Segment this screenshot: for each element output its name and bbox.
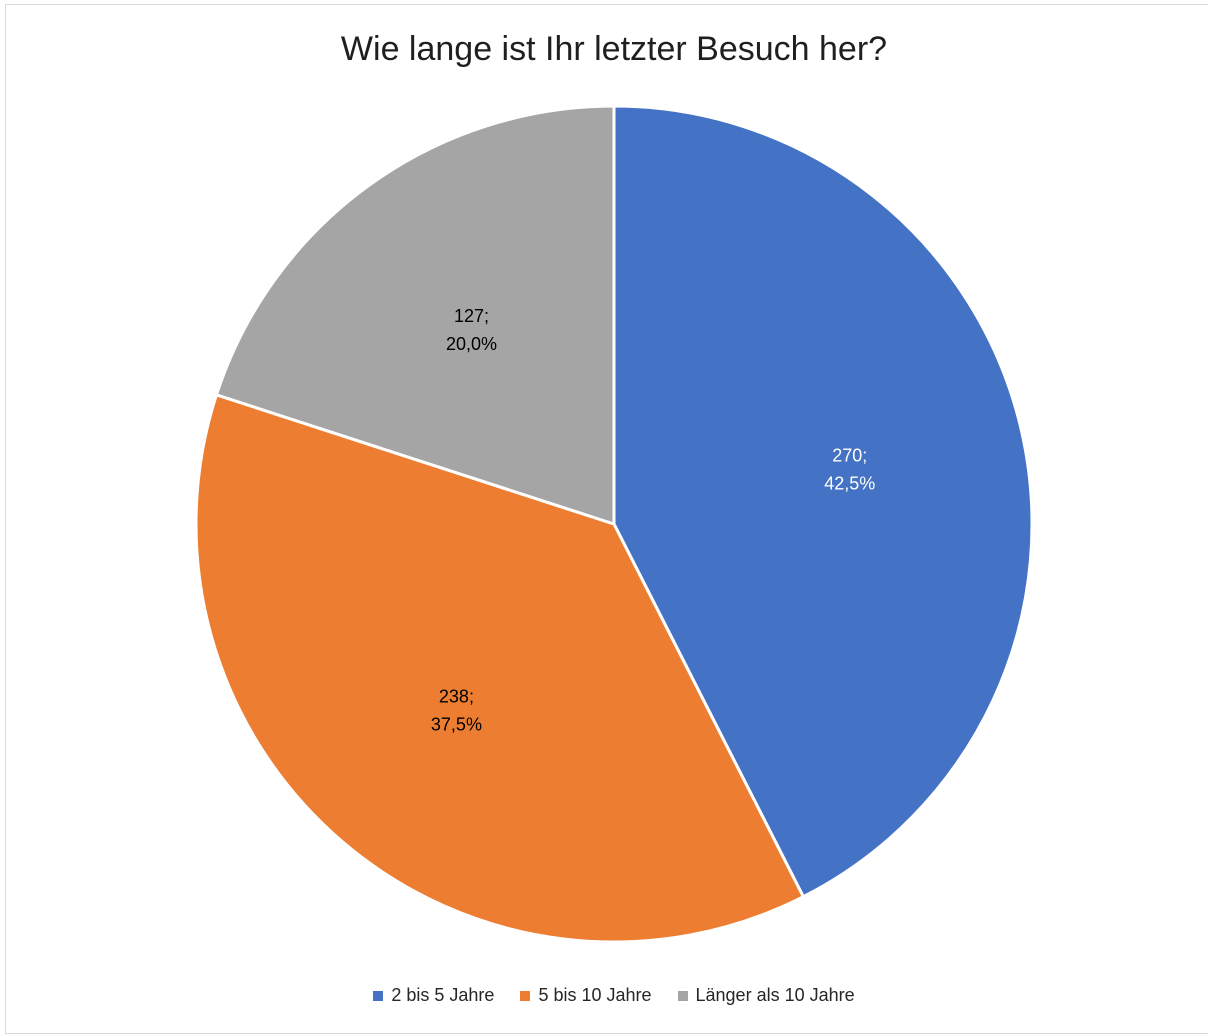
legend-label-2: 5 bis 10 Jahre [538, 985, 652, 1005]
pie-slice-2 [194, 392, 806, 944]
legend-swatch-2 [520, 990, 531, 1001]
legend-swatch-1 [373, 990, 384, 1001]
slice-label-1: 270; 42,5% [824, 446, 875, 494]
legend-label-1: 2 bis 5 Jahre [391, 985, 495, 1005]
chart-legend: 2 bis 5 Jahre 5 bis 10 Jahre Länger als 10… [0, 985, 1208, 1006]
pie-slice-3 [214, 104, 616, 527]
legend-swatch-3 [677, 990, 688, 1001]
slice-label-3: 127; 20,0% [446, 306, 497, 354]
legend-item-1: 2 bis 5 Jahre [373, 985, 494, 1006]
chart-title: Wie lange ist Ihr letzter Besuch her? [340, 30, 888, 68]
slice-label-2: 238; 37,5% [431, 686, 482, 734]
legend-item-2: 5 bis 10 Jahre [520, 985, 652, 1006]
legend-label-3: Länger als 10 Jahre [695, 985, 855, 1005]
pie-slice-1 [612, 104, 1034, 899]
legend-item-3: Länger als 10 Jahre [677, 985, 855, 1006]
